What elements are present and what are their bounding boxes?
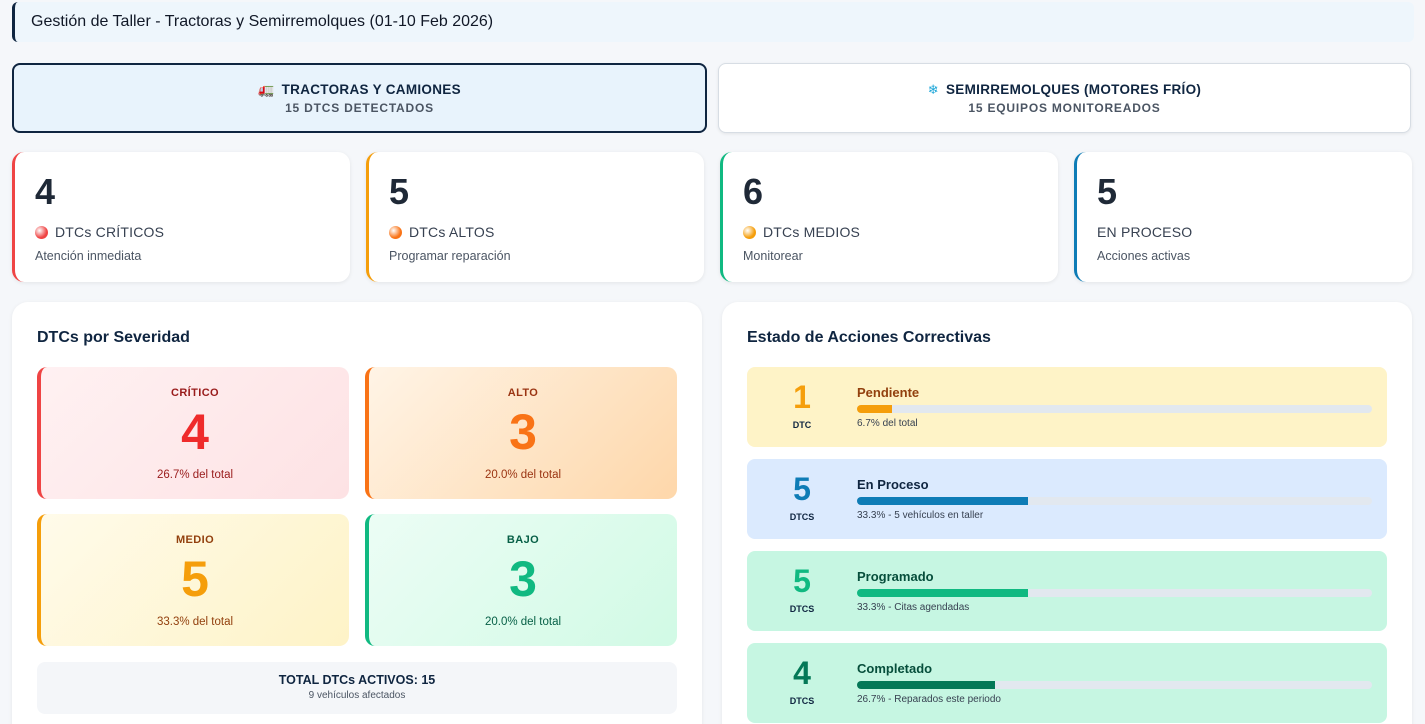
action-title: En Proceso (857, 477, 929, 492)
severity-percent: 26.7% del total (156, 469, 234, 481)
stat-card-altos: 5 DTCs ALTOS Programar reparación (366, 152, 704, 282)
action-card-completado: 4 DTCS Completado 26.7% - Reparados este… (747, 643, 1387, 723)
tab-title-label: TRACTORAS Y CAMIONES (281, 81, 461, 97)
orange-circle-icon (389, 225, 402, 239)
tab-subtitle: 15 EQUIPOS MONITOREADOS (968, 100, 1161, 115)
action-note: 6.7% del total (857, 418, 918, 429)
stat-card-en-proceso: 5 EN PROCESO Acciones activas (1074, 152, 1412, 282)
panel-title: DTCs por Severidad (37, 329, 190, 346)
stat-value: 5 (1097, 171, 1118, 212)
snowflake-icon: ❄ (927, 81, 939, 97)
severity-card-medio: MEDIO 5 33.3% del total (37, 514, 349, 646)
action-card-programado: 5 DTCS Programado 33.3% - Citas agendada… (747, 551, 1387, 631)
action-title: Completado (857, 661, 933, 676)
action-note: 33.3% - Citas agendadas (857, 602, 970, 613)
red-circle-icon (35, 225, 48, 239)
severity-card-bajo: BAJO 3 20.0% del total (365, 514, 677, 646)
action-card-en-proceso: 5 DTCS En Proceso 33.3% - 5 vehículos en… (747, 459, 1387, 539)
action-title: Pendiente (857, 385, 920, 400)
stat-label: EN PROCESO (1097, 224, 1193, 240)
stat-description: Programar reparación (389, 249, 511, 263)
progress-bar (857, 497, 1372, 505)
yellow-circle-icon (743, 225, 756, 239)
stat-description: Monitorear (743, 249, 803, 263)
stat-label: DTCs ALTOS (409, 224, 495, 240)
stat-label: DTCs CRÍTICOS (55, 224, 165, 240)
action-unit: DTC (792, 420, 812, 430)
page-title-bar: Gestión de Taller - Tractoras y Semirrem… (12, 2, 1414, 42)
severity-panel: DTCs por Severidad CRÍTICO 4 26.7% del t… (12, 302, 702, 724)
stat-card-criticos: 4 DTCs CRÍTICOS Atención inmediata (12, 152, 350, 282)
stat-label: DTCs MEDIOS (763, 224, 861, 240)
progress-bar (857, 405, 1372, 413)
severity-value: 3 (509, 404, 537, 460)
tab-semirremolques[interactable]: ❄ SEMIRREMOLQUES (MOTORES FRÍO) 15 EQUIP… (718, 63, 1411, 133)
action-unit: DTCS (789, 604, 815, 614)
total-subtitle: 9 vehículos afectados (308, 690, 406, 701)
progress-fill (857, 681, 995, 689)
progress-bar (857, 589, 1372, 597)
action-note: 33.3% - 5 vehículos en taller (857, 510, 984, 521)
severity-label: MEDIO (175, 534, 215, 546)
actions-panel: Estado de Acciones Correctivas 1 DTC Pen… (722, 302, 1412, 724)
severity-percent: 20.0% del total (484, 616, 562, 628)
action-card-pendiente: 1 DTC Pendiente 6.7% del total (747, 367, 1387, 447)
severity-label: ALTO (507, 387, 539, 399)
stat-value: 6 (743, 171, 764, 212)
tab-tractoras[interactable]: 🚛 TRACTORAS Y CAMIONES 15 DTCS DETECTADO… (12, 63, 707, 133)
stat-description: Atención inmediata (35, 249, 142, 263)
action-unit: DTCS (789, 696, 815, 706)
panel-title: Estado de Acciones Correctivas (747, 329, 991, 346)
severity-label: BAJO (506, 534, 540, 546)
stat-card-medios: 6 DTCs MEDIOS Monitorear (720, 152, 1058, 282)
stat-value: 5 (389, 171, 410, 212)
progress-fill (857, 589, 1029, 597)
severity-card-alto: ALTO 3 20.0% del total (365, 367, 677, 499)
action-unit: DTCS (789, 512, 815, 522)
severity-percent: 20.0% del total (484, 469, 562, 481)
action-count: 5 (793, 471, 811, 507)
total-summary: TOTAL DTCs ACTIVOS: 15 9 vehículos afect… (37, 662, 677, 714)
action-count: 5 (793, 563, 811, 599)
severity-percent: 33.3% del total (156, 616, 234, 628)
truck-icon: 🚛 (258, 81, 275, 97)
severity-card-critico: CRÍTICO 4 26.7% del total (37, 367, 349, 499)
progress-bar (857, 681, 1372, 689)
action-note: 26.7% - Reparados este periodo (857, 694, 1001, 705)
progress-fill (857, 405, 892, 413)
severity-value: 3 (509, 551, 537, 607)
action-title: Programado (857, 569, 934, 584)
tab-title-label: SEMIRREMOLQUES (MOTORES FRÍO) (945, 81, 1202, 97)
total-title: TOTAL DTCs ACTIVOS: 15 (278, 673, 436, 687)
stat-description: Acciones activas (1097, 249, 1191, 263)
severity-label: CRÍTICO (170, 387, 220, 399)
progress-fill (857, 497, 1029, 505)
severity-value: 4 (181, 404, 209, 460)
severity-value: 5 (181, 551, 209, 607)
action-count: 1 (793, 379, 811, 415)
stat-value: 4 (35, 171, 56, 212)
page-title: Gestión de Taller - Tractoras y Semirrem… (31, 13, 494, 30)
tab-subtitle: 15 DTCS DETECTADOS (285, 100, 434, 115)
action-count: 4 (793, 655, 811, 691)
